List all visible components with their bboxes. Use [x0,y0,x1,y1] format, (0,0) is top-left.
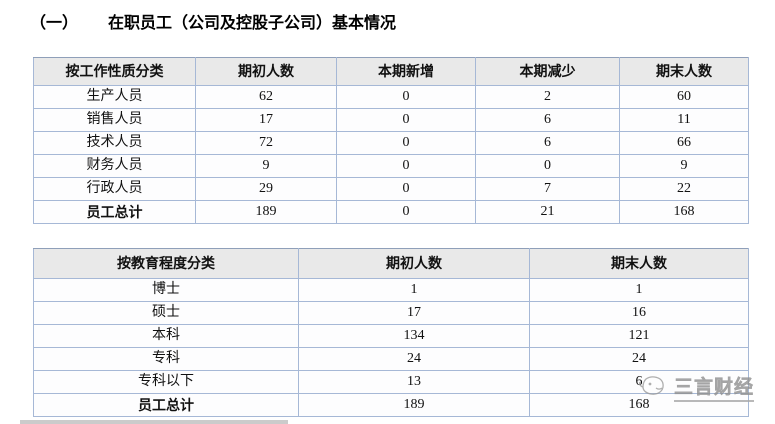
row-label: 专科以下 [33,370,299,394]
table-row: 行政人员 29 0 7 22 [33,177,749,201]
section-heading: （一） 在职员工（公司及控股子公司）基本情况 [30,9,396,33]
cell-value: 29 [195,177,337,201]
cell-value: 17 [298,301,530,325]
cell-value: 168 [619,200,749,224]
cell-value: 62 [195,85,337,109]
cell-value: 121 [529,324,749,348]
cell-value: 24 [298,347,530,371]
column-header: 按教育程度分类 [33,248,299,279]
cell-value: 0 [475,154,620,178]
cell-value: 0 [336,200,476,224]
cell-value: 0 [336,131,476,155]
cell-value: 2 [475,85,620,109]
table-row: 技术人员 72 0 6 66 [33,131,749,155]
cell-value: 9 [619,154,749,178]
bottom-edge-artifact [20,420,288,424]
table-row: 硕士 17 16 [33,301,749,325]
table-row: 员工总计 189 168 [33,393,749,417]
cell-value: 60 [619,85,749,109]
cell-value: 134 [298,324,530,348]
cell-value: 7 [475,177,620,201]
row-label: 财务人员 [33,154,196,178]
cell-value: 17 [195,108,337,132]
cell-value: 11 [619,108,749,132]
table-row: 专科以下 13 6 [33,370,749,394]
cell-value: 22 [619,177,749,201]
cell-value: 66 [619,131,749,155]
column-header: 期末人数 [529,248,749,279]
row-label: 硕士 [33,301,299,325]
cell-value: 16 [529,301,749,325]
cell-value: 13 [298,370,530,394]
cell-value: 1 [298,278,530,302]
cell-value: 6 [475,131,620,155]
cell-value: 0 [336,154,476,178]
column-header: 按工作性质分类 [33,57,196,86]
column-header: 期末人数 [619,57,749,86]
cell-value: 6 [529,370,749,394]
employees-by-education-table: 按教育程度分类 期初人数 期末人数 博士 1 1 硕士 17 16 本科 134 121 专科 24 24… [33,248,749,417]
education-table-header-row: 按教育程度分类 期初人数 期末人数 [33,248,749,279]
section-number: （一） [30,15,79,32]
column-header: 本期新增 [336,57,476,86]
table-row: 生产人员 62 0 2 60 [33,85,749,109]
job-table-header-row: 按工作性质分类 期初人数 本期新增 本期减少 期末人数 [33,57,749,86]
cell-value: 72 [195,131,337,155]
table-row: 员工总计 189 0 21 168 [33,200,749,224]
cell-value: 189 [195,200,337,224]
cell-value: 9 [195,154,337,178]
employees-by-job-table: 按工作性质分类 期初人数 本期新增 本期减少 期末人数 生产人员 62 0 2 60 销售人员 17… [33,57,749,224]
table-row: 销售人员 17 0 6 11 [33,108,749,132]
section-title: 在职员工（公司及控股子公司）基本情况 [108,15,397,32]
column-header: 期初人数 [298,248,530,279]
cell-value: 1 [529,278,749,302]
row-label: 行政人员 [33,177,196,201]
cell-value: 24 [529,347,749,371]
cell-value: 168 [529,393,749,417]
row-label: 销售人员 [33,108,196,132]
row-label: 博士 [33,278,299,302]
column-header: 本期减少 [475,57,620,86]
row-label: 本科 [33,324,299,348]
cell-value: 0 [336,108,476,132]
table-row: 本科 134 121 [33,324,749,348]
cell-value: 6 [475,108,620,132]
row-label: 员工总计 [33,200,196,224]
cell-value: 0 [336,177,476,201]
table-row: 财务人员 9 0 0 9 [33,154,749,178]
cell-value: 21 [475,200,620,224]
table-row: 专科 24 24 [33,347,749,371]
table-row: 博士 1 1 [33,278,749,302]
cell-value: 0 [336,85,476,109]
row-label: 技术人员 [33,131,196,155]
column-header: 期初人数 [195,57,337,86]
row-label: 生产人员 [33,85,196,109]
cell-value: 189 [298,393,530,417]
row-label: 员工总计 [33,393,299,417]
row-label: 专科 [33,347,299,371]
